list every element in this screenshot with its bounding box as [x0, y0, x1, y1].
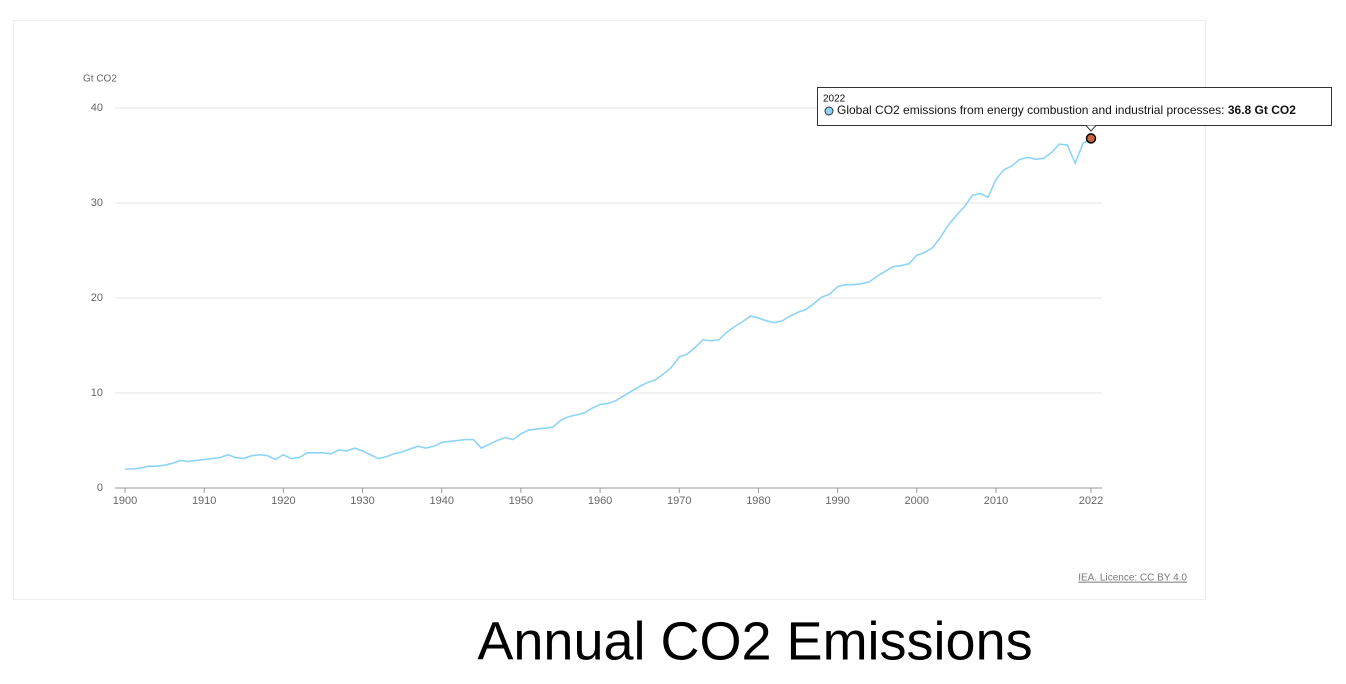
highlight-point [1085, 133, 1097, 144]
x-tick-label: 1910 [192, 495, 216, 507]
x-tick-label: 1970 [667, 495, 691, 507]
tooltip-box [817, 87, 1332, 126]
x-tick-label: 1900 [113, 495, 137, 507]
x-tick-label: 2022 [1079, 495, 1103, 507]
data-line [125, 137, 1092, 470]
tooltip-text: Global CO2 emissions from energy combust… [837, 103, 1296, 117]
x-tick-label: 1960 [588, 495, 612, 507]
x-tick-label: 1980 [746, 495, 770, 507]
y-axis-label: Gt CO2 [83, 74, 117, 85]
x-tick-label: 1920 [271, 495, 295, 507]
y-tick-label: 20 [91, 292, 103, 304]
tooltip-value: 36.8 Gt CO2 [1228, 103, 1296, 117]
tooltip-pointer [1085, 125, 1097, 132]
y-tick-label: 0 [97, 482, 103, 494]
tooltip-year: 2022 [823, 94, 846, 105]
y-tick-label: 40 [91, 102, 103, 114]
source-link[interactable]: IEA. Licence: CC BY 4.0 [1078, 573, 1187, 584]
y-tick-label: 10 [91, 387, 103, 399]
tooltip-label: Global CO2 emissions from energy combust… [837, 103, 1225, 117]
x-tick-label: 1990 [825, 495, 849, 507]
x-tick-label: 1940 [429, 495, 453, 507]
x-tick-label: 1930 [350, 495, 374, 507]
x-tick-label: 1950 [509, 495, 533, 507]
x-tick-label: 2010 [984, 495, 1008, 507]
x-tick-label: 2000 [905, 495, 929, 507]
tooltip-swatch [824, 106, 834, 116]
caption: Annual CO2 Emissions [477, 611, 1032, 671]
y-tick-label: 30 [91, 197, 103, 209]
